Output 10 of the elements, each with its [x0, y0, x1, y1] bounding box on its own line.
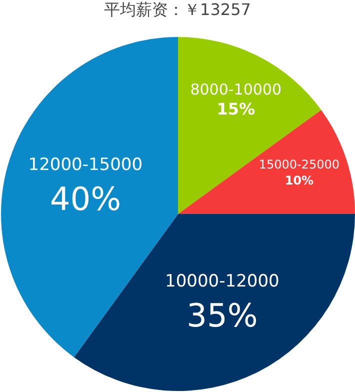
data-label: 10%	[284, 174, 314, 188]
chart-title: 平均薪资：￥13257	[103, 0, 252, 21]
slice-label: 8000-10000	[190, 80, 282, 98]
data-label: 15%	[216, 99, 256, 118]
data-label: 40%	[50, 180, 121, 218]
slice-label: 12000-15000	[28, 154, 143, 175]
slice-label: 15000-25000	[258, 158, 340, 172]
pie-slice	[74, 214, 355, 391]
data-label: 35%	[186, 296, 258, 335]
slice-label: 10000-12000	[165, 272, 280, 292]
